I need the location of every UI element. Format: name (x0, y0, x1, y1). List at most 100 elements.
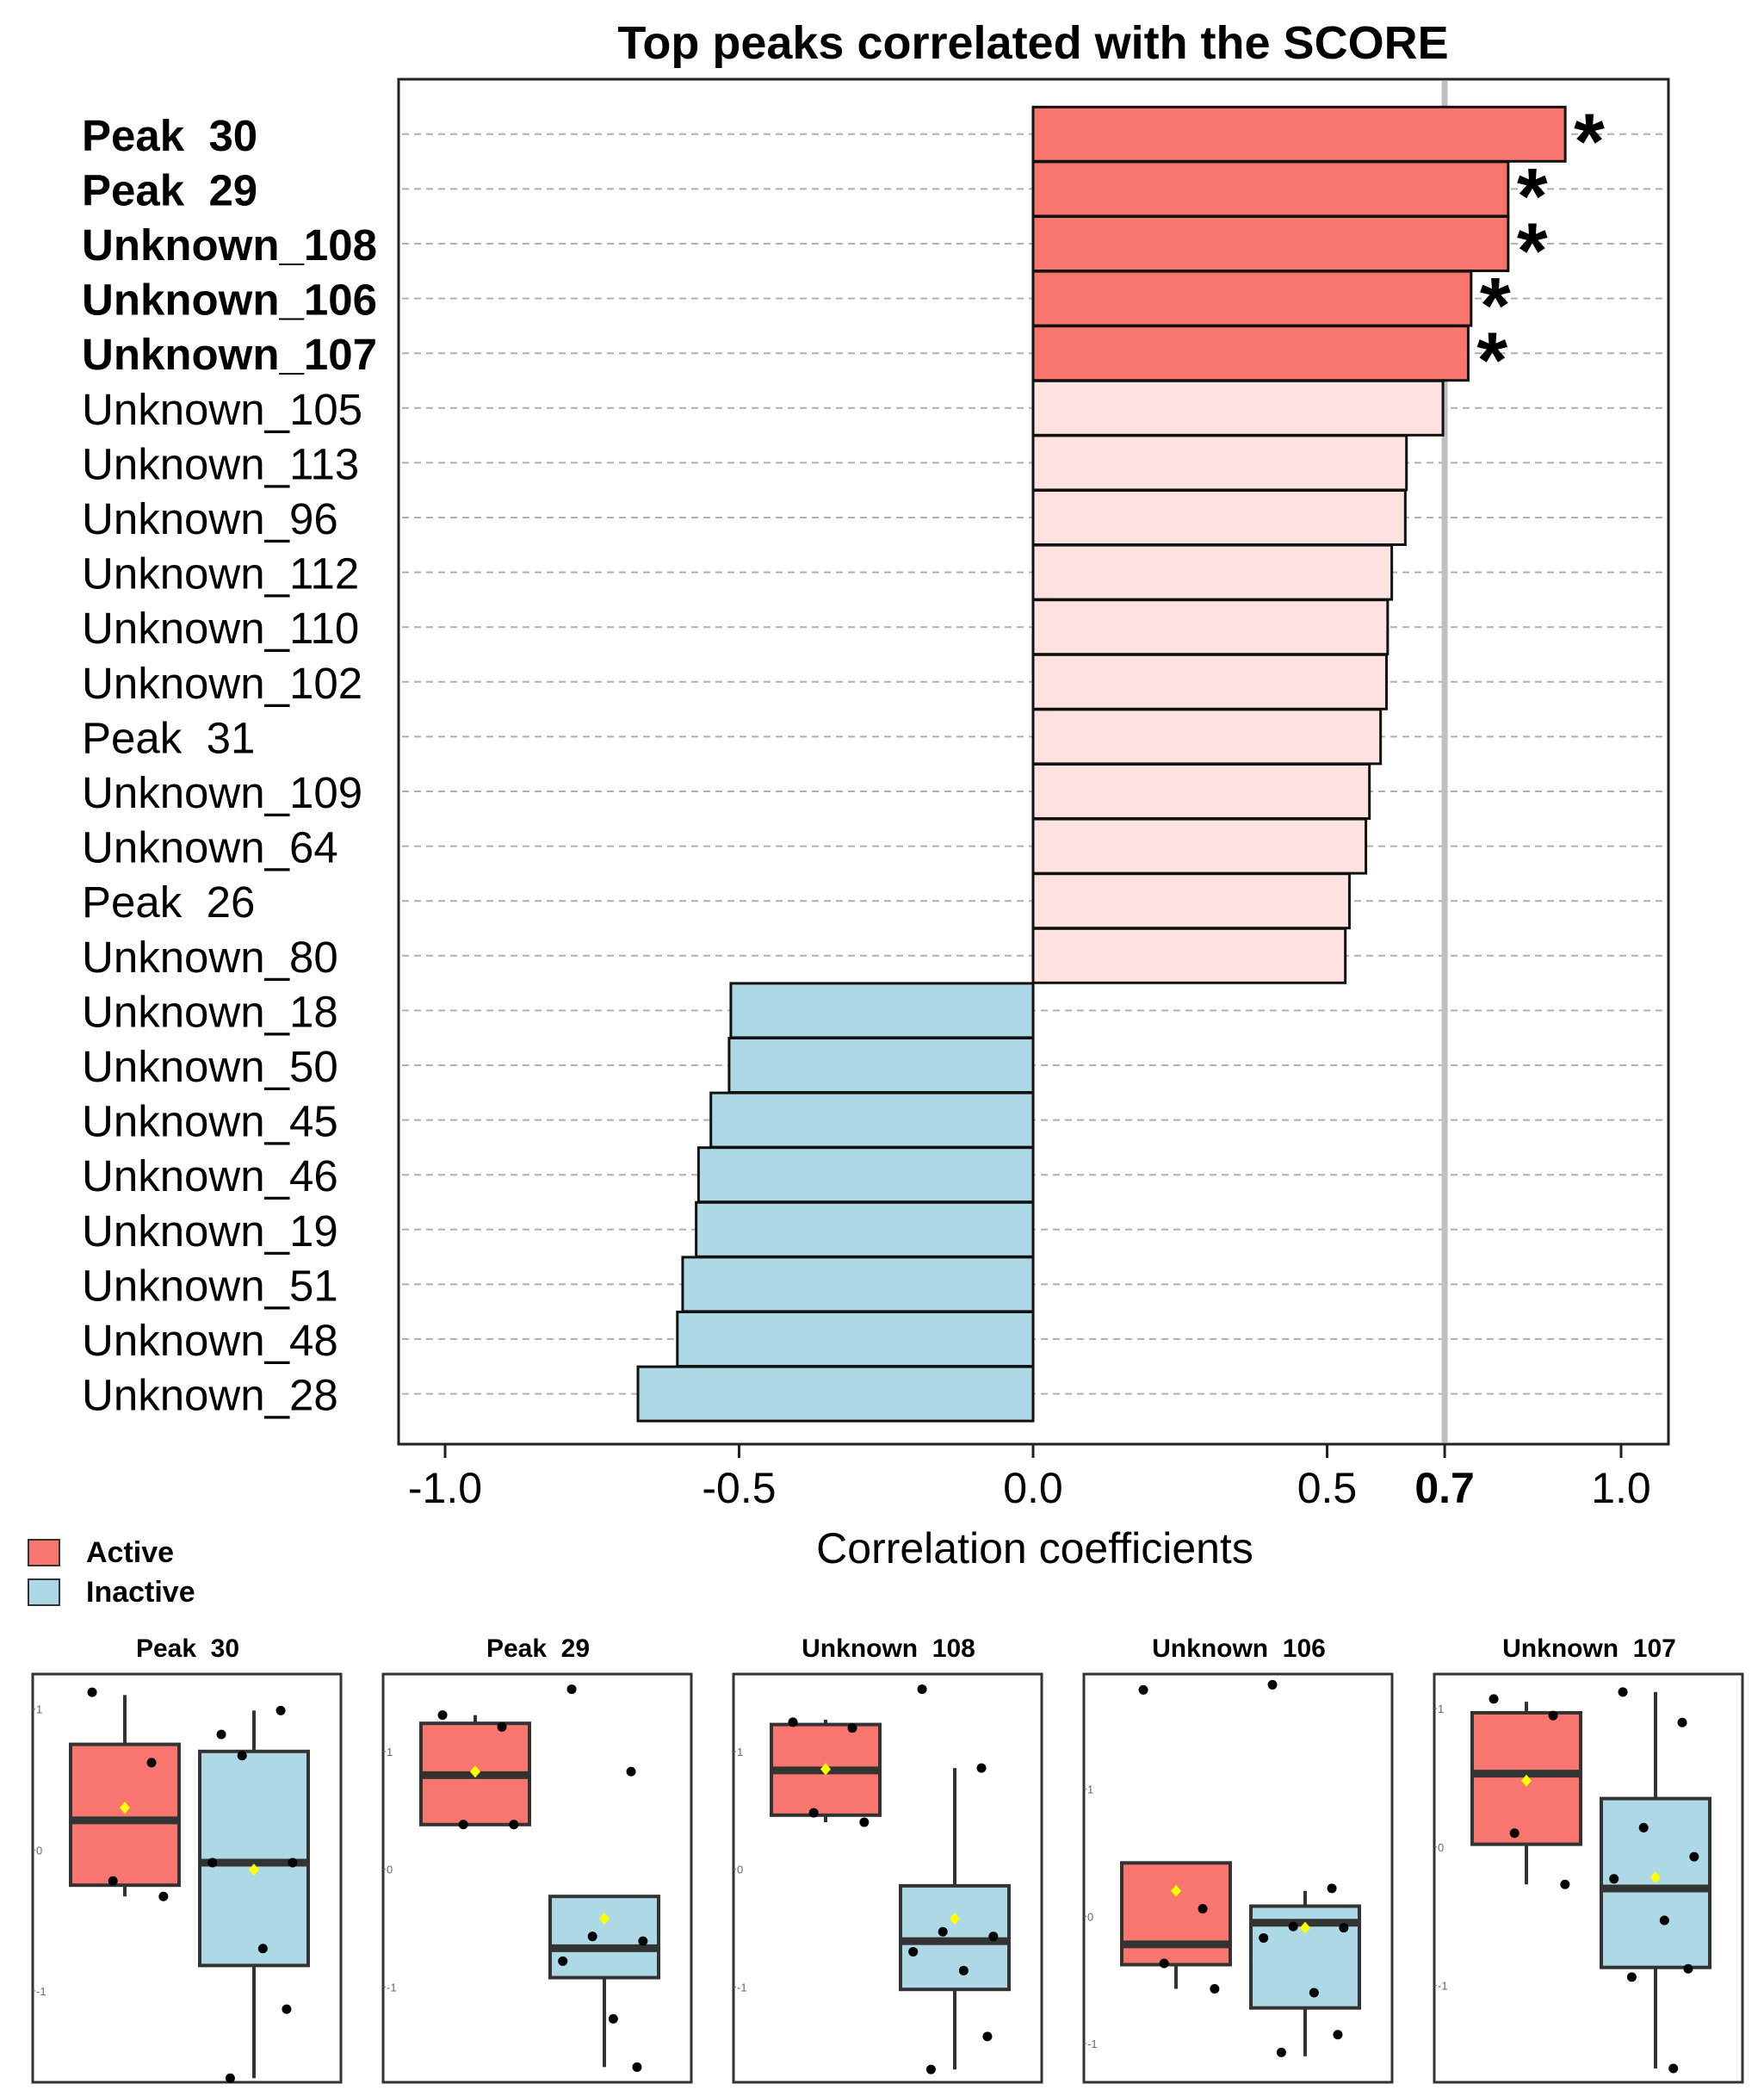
legend-label-active: Active (86, 1535, 175, 1569)
bar-unknown-45 (709, 1091, 1035, 1149)
y-label-unknown-19: Unknown_19 (82, 1206, 338, 1256)
data-point-active (1138, 1684, 1148, 1695)
significance-star-peak-29: * (1517, 152, 1548, 240)
box-inactive (548, 1895, 660, 1980)
data-point-inactive (216, 1729, 226, 1740)
data-point-inactive (1333, 2030, 1343, 2040)
data-point-inactive (288, 1857, 298, 1868)
y-axis-labels: Peak 30 Peak 29 Unknown_108 Unknown_106 Unkn… (82, 111, 377, 1420)
boxplot-y-tick: -1 (737, 1981, 747, 1994)
box-active (1120, 1861, 1232, 1967)
legend-label-inactive: Inactive (86, 1575, 195, 1609)
data-point-inactive (908, 1946, 919, 1957)
data-point-active (1489, 1694, 1499, 1704)
bar-unknown-96 (1031, 489, 1407, 546)
boxplot-panel-unknown-108: Unknown 108 -1 0 1 (727, 1619, 1050, 2084)
boxplot-y-tick: 0 (737, 1864, 743, 1876)
data-point-inactive (1339, 1923, 1349, 1933)
boxplot-y-tick: -1 (1087, 2037, 1098, 2050)
y-label-unknown-107: Unknown_107 (82, 330, 377, 379)
data-point-inactive (917, 1684, 927, 1695)
legend-swatch-active (28, 1539, 60, 1566)
data-point-active (437, 1710, 448, 1721)
data-point-inactive (958, 1965, 969, 1975)
bar-unknown-80 (1031, 927, 1347, 984)
data-point-active (808, 1808, 819, 1818)
boxplot-y-tick: 0 (1438, 1841, 1444, 1854)
bars (636, 105, 1567, 1423)
data-point-inactive (938, 1926, 948, 1937)
bar-unknown-46 (696, 1146, 1035, 1204)
chart-title: Top peaks correlated with the SCORE (617, 17, 1448, 69)
significance-star-unknown-106: * (1480, 263, 1511, 350)
bar-unknown-113 (1031, 434, 1408, 492)
boxplot-y-tick: -1 (387, 1981, 397, 1994)
y-label-unknown-46: Unknown_46 (82, 1151, 338, 1200)
boxplot-title: Peak 29 (486, 1634, 590, 1663)
bar-unknown-102 (1031, 653, 1388, 710)
y-label-unknown-50: Unknown_50 (82, 1042, 338, 1091)
boxplot-panel-unknown-107: Unknown 107 -1 0 1 (1427, 1619, 1751, 2084)
x-tick-label: -0.5 (702, 1464, 776, 1512)
data-point-inactive (976, 1763, 987, 1773)
x-tick-label: 1.0 (1591, 1464, 1651, 1512)
mean-marker-inactive (599, 1913, 610, 1926)
boxplot-y-tick: 1 (737, 1746, 743, 1758)
data-point-inactive (1276, 2047, 1286, 2057)
data-point-inactive (1267, 1679, 1278, 1690)
data-point-inactive (1259, 1932, 1269, 1943)
y-label-unknown-109: Unknown_109 (82, 768, 362, 817)
data-point-inactive (207, 1857, 218, 1868)
data-point-inactive (638, 1936, 648, 1946)
y-label-unknown-51: Unknown_51 (82, 1261, 338, 1310)
data-point-inactive (1618, 1687, 1628, 1697)
boxplot-title: Unknown 108 (802, 1634, 975, 1663)
data-point-active (108, 1876, 118, 1886)
boxplot-y-tick: 0 (387, 1864, 393, 1876)
boxplot-panel-peak-30: Peak 30 -1 0 1 (26, 1619, 350, 2084)
box-inactive (198, 1749, 310, 1968)
data-point-inactive (282, 2004, 292, 2014)
x-axis-title: Correlation coefficients (816, 1524, 1253, 1572)
data-point-active (1159, 1958, 1169, 1969)
bar-peak-30 (1031, 105, 1567, 163)
data-point-active (509, 1820, 519, 1830)
boxplot-y-tick: 0 (36, 1844, 42, 1857)
data-point-inactive (1659, 1915, 1669, 1926)
significance-star-unknown-107: * (1476, 317, 1507, 405)
data-point-inactive (257, 1944, 268, 1954)
mean-marker-active (120, 1802, 130, 1814)
y-label-unknown-28: Unknown_28 (82, 1371, 338, 1420)
y-label-unknown-113: Unknown_113 (82, 439, 359, 488)
data-point-active (1548, 1710, 1558, 1721)
bar-unknown-107 (1031, 325, 1470, 382)
boxplot-y-tick: 1 (36, 1703, 42, 1716)
data-point-inactive (632, 2062, 642, 2072)
y-label-unknown-96: Unknown_96 (82, 494, 338, 543)
data-point-inactive (1626, 1972, 1637, 1982)
significance-markers: ***** (1476, 98, 1605, 405)
data-point-inactive (1327, 1883, 1337, 1894)
mean-marker-active (1171, 1884, 1181, 1897)
data-point-active (1198, 1903, 1208, 1913)
y-label-peak-31: Peak 31 (82, 713, 255, 762)
boxplot-panel-peak-29: Peak 29 -1 0 1 (376, 1619, 700, 2084)
data-point-inactive (1683, 1963, 1693, 1974)
boxplot-y-tick: -1 (1438, 1980, 1448, 1993)
data-point-inactive (558, 1956, 568, 1966)
bar-unknown-108 (1031, 215, 1510, 272)
boxplot-panel-unknown-106: Unknown 106 -1 0 1 (1077, 1619, 1401, 2084)
x-tick-label: 0.5 (1297, 1464, 1358, 1512)
data-point-inactive (982, 2031, 993, 2042)
data-point-inactive (587, 1932, 597, 1942)
x-tick-label: 0.7 (1414, 1464, 1475, 1512)
boxplot-title: Peak 30 (136, 1634, 239, 1663)
significance-star-peak-30: * (1574, 98, 1605, 186)
y-label-unknown-105: Unknown_105 (82, 385, 362, 434)
data-point-active (788, 1717, 798, 1727)
mean-marker-inactive (249, 1864, 259, 1876)
y-label-unknown-48: Unknown_48 (82, 1316, 338, 1365)
data-point-inactive (988, 1932, 999, 1942)
x-tick-label: 0.0 (1003, 1464, 1063, 1512)
bar-unknown-109 (1031, 763, 1371, 820)
